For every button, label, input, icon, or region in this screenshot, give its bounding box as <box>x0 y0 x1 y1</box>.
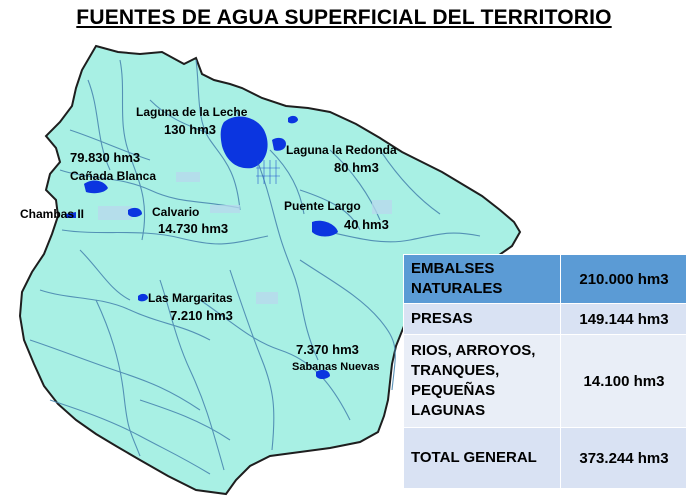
small-pond-shape <box>288 115 298 124</box>
sabanas-nuevas-shape <box>316 369 330 379</box>
row-label: RIOS, ARROYOS, TRANQUES, PEQUEÑAS LAGUNA… <box>403 334 561 428</box>
chambas-shape <box>66 212 76 218</box>
label-calvario-vol: 14.730 hm3 <box>158 221 228 236</box>
table-row: TOTAL GENERAL 373.244 hm3 <box>403 427 687 489</box>
laguna-la-redonda-shape <box>272 137 286 151</box>
row-label: TOTAL GENERAL <box>403 427 561 489</box>
label-margaritas-name: Las Margaritas <box>148 291 233 305</box>
land-use-patches <box>98 172 392 304</box>
table-row: PRESAS 149.144 hm3 <box>403 303 687 335</box>
canada-blanca-shape <box>84 180 108 194</box>
label-sabanas-vol: 7.370 hm3 <box>296 342 359 357</box>
table-row: RIOS, ARROYOS, TRANQUES, PEQUEÑAS LAGUNA… <box>403 334 687 428</box>
map-title: FUENTES DE AGUA SUPERFICIAL DEL TERRITOR… <box>76 6 612 29</box>
laguna-de-la-leche-shape <box>220 116 268 169</box>
label-laguna-redonda-vol: 80 hm3 <box>334 160 379 175</box>
row-label: PRESAS <box>403 303 561 335</box>
puente-largo-shape <box>312 220 338 237</box>
label-canada-vol: 79.830 hm3 <box>70 150 140 165</box>
label-laguna-leche-name: Laguna de la Leche <box>136 105 248 119</box>
row-value: 373.244 hm3 <box>560 427 687 489</box>
label-laguna-leche-vol: 130 hm3 <box>164 122 216 137</box>
row-label: EMBALSES NATURALES <box>403 254 561 304</box>
row-value: 14.100 hm3 <box>560 334 687 428</box>
row-value: 149.144 hm3 <box>560 303 687 335</box>
calvario-shape <box>128 207 142 217</box>
label-calvario-name: Calvario <box>152 205 199 219</box>
drainage-grid <box>256 160 280 184</box>
map-labels: Laguna de la Leche 130 hm3 Laguna la Red… <box>20 105 397 373</box>
row-value: 210.000 hm3 <box>560 254 687 304</box>
water-bodies <box>66 115 338 379</box>
label-sabanas-name: Sabanas Nuevas <box>292 361 379 373</box>
table-row: EMBALSES NATURALES 210.000 hm3 <box>403 254 687 304</box>
label-puente-name: Puente Largo <box>284 199 361 213</box>
las-margaritas-shape <box>138 293 148 302</box>
water-volume-table: EMBALSES NATURALES 210.000 hm3 PRESAS 14… <box>403 254 687 489</box>
label-margaritas-vol: 7.210 hm3 <box>170 308 233 323</box>
label-canada-name: Cañada Blanca <box>70 169 156 183</box>
label-chambas-name: Chambas II <box>20 207 84 221</box>
label-laguna-redonda-name: Laguna la Redonda <box>286 143 397 157</box>
label-puente-vol: 40 hm3 <box>344 217 389 232</box>
